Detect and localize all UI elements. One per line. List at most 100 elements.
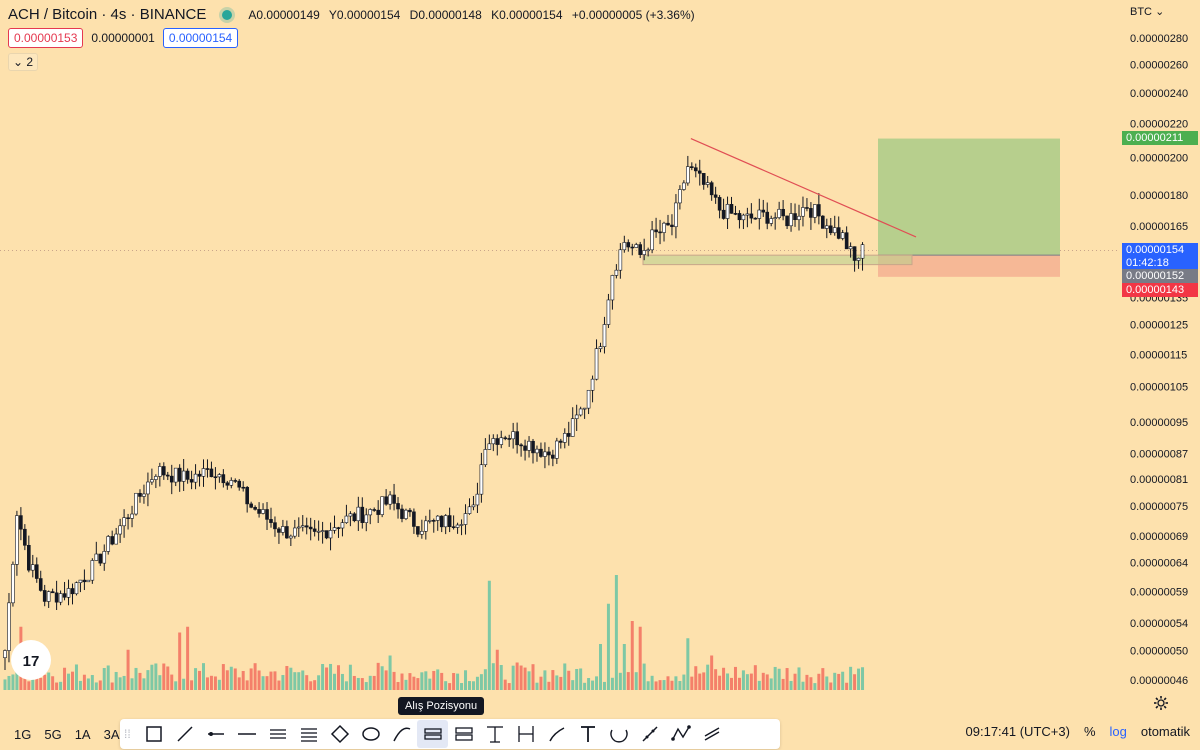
- volume-bar: [805, 674, 809, 690]
- parallel-channel-tool[interactable]: [262, 720, 293, 748]
- candle-body: [118, 525, 122, 535]
- horizontal-line-tool[interactable]: [231, 720, 262, 748]
- volume-bar: [690, 676, 694, 690]
- line-arrow-tool[interactable]: [634, 720, 665, 748]
- price-range-tool[interactable]: [510, 720, 541, 748]
- candle-body: [674, 202, 678, 228]
- indicators-toggle[interactable]: ⌄ 2: [8, 53, 39, 71]
- period-1d-button[interactable]: 1G: [14, 726, 32, 742]
- log-toggle[interactable]: log: [1109, 724, 1127, 739]
- text-tool[interactable]: [572, 720, 603, 748]
- volume-bar: [376, 662, 380, 690]
- candle-body: [384, 496, 388, 505]
- volume-bar: [761, 672, 765, 690]
- volume-bar: [686, 638, 690, 690]
- candle-body: [813, 204, 817, 218]
- volume-bar: [249, 668, 253, 690]
- drag-handle-icon[interactable]: ⁞⁞: [124, 727, 131, 741]
- volume-bar: [789, 680, 793, 690]
- brush-tool[interactable]: [541, 720, 572, 748]
- curve-tool[interactable]: [386, 720, 417, 748]
- candle-body: [543, 451, 547, 457]
- candle-body: [729, 204, 734, 214]
- candle-body: [412, 511, 416, 527]
- candle-body: [789, 213, 793, 227]
- volume-bar: [352, 675, 356, 690]
- buy-button[interactable]: 0.00000154: [162, 28, 239, 48]
- volume-bar: [82, 674, 86, 690]
- volume-bar: [495, 649, 499, 690]
- ellipse-icon: [361, 727, 380, 741]
- clock[interactable]: 09:17:41 (UTC+3): [965, 724, 1070, 739]
- magic-tool[interactable]: [696, 720, 727, 748]
- sell-button[interactable]: 0.00000153: [8, 28, 84, 48]
- y-tick-label: 0.00000095: [1130, 417, 1188, 429]
- arrow-tool[interactable]: [603, 720, 634, 748]
- candle-body: [225, 482, 230, 486]
- candle-body: [158, 466, 162, 477]
- volume-bar: [178, 632, 182, 690]
- y-tick-label: 0.00000220: [1130, 119, 1188, 131]
- parallel-channel-icon: [269, 729, 286, 739]
- volume-bar: [475, 676, 479, 690]
- candle-body: [773, 217, 777, 219]
- candle-body: [249, 503, 253, 508]
- candle-body: [380, 496, 384, 515]
- pitchfork-tool[interactable]: [293, 720, 324, 748]
- volume-bar: [245, 680, 249, 690]
- trend-line-tool[interactable]: [169, 720, 200, 748]
- period-5d-button[interactable]: 5G: [44, 726, 62, 742]
- volume-bar: [396, 682, 400, 690]
- candle-body: [177, 467, 182, 482]
- volume-bar: [7, 675, 11, 690]
- symbol-title[interactable]: ACH / Bitcoin · 4s · BINANCE: [8, 6, 207, 23]
- volume-bar: [444, 681, 448, 690]
- candle-body: [614, 269, 619, 276]
- candle-body: [372, 509, 377, 511]
- volume-bar: [190, 680, 194, 690]
- candle-body: [169, 475, 174, 483]
- period-1m-button[interactable]: 1A: [74, 726, 91, 742]
- diamond-tool[interactable]: [324, 720, 355, 748]
- period-3m-button[interactable]: 3A: [103, 726, 120, 742]
- volume-bar: [745, 674, 749, 690]
- ellipse-tool[interactable]: [355, 720, 386, 748]
- short-position-tool[interactable]: [448, 720, 479, 748]
- horizontal-ray-tool[interactable]: [200, 720, 231, 748]
- volume-bar: [340, 673, 344, 690]
- volume-bar: [182, 678, 186, 690]
- candle-body: [670, 224, 674, 228]
- xabcd-tool[interactable]: [665, 720, 696, 748]
- long-position-stop-zone: [878, 255, 1060, 277]
- long-position-tool[interactable]: [417, 720, 448, 748]
- volume-bar: [277, 680, 281, 690]
- volume-bar: [448, 683, 452, 690]
- percent-toggle[interactable]: %: [1083, 724, 1096, 739]
- current-price-value: 0.00000154: [1126, 244, 1185, 256]
- volume-bar: [114, 671, 118, 690]
- volume-bar: [440, 672, 444, 690]
- volume-bar: [285, 665, 289, 690]
- candle-body: [94, 553, 99, 561]
- candle-body: [848, 246, 853, 250]
- volume-bar: [809, 677, 813, 690]
- market-status-icon: [222, 9, 233, 20]
- volume-bar: [737, 677, 741, 690]
- candle-body: [197, 473, 202, 477]
- volume-bar: [233, 668, 237, 690]
- candle-body: [650, 229, 654, 251]
- volume-bar: [225, 670, 229, 690]
- price-chart[interactable]: 0.00000280 0.00000260 0.00000240 0.00000220…: [0, 0, 1200, 692]
- auto-scale-toggle[interactable]: otomatik: [1140, 724, 1190, 739]
- candle-body: [828, 225, 833, 234]
- rectangle-tool[interactable]: [138, 720, 169, 748]
- y-tick-label: 0.00000081: [1130, 474, 1188, 486]
- date-range-tool[interactable]: [479, 720, 510, 748]
- candle-body: [332, 527, 337, 531]
- candle-body: [856, 257, 861, 261]
- candle-body: [801, 207, 805, 217]
- settings-gear-icon[interactable]: [1153, 695, 1169, 711]
- indicator-count: 2: [26, 55, 34, 69]
- currency-selector[interactable]: BTC ⌄: [1130, 5, 1164, 18]
